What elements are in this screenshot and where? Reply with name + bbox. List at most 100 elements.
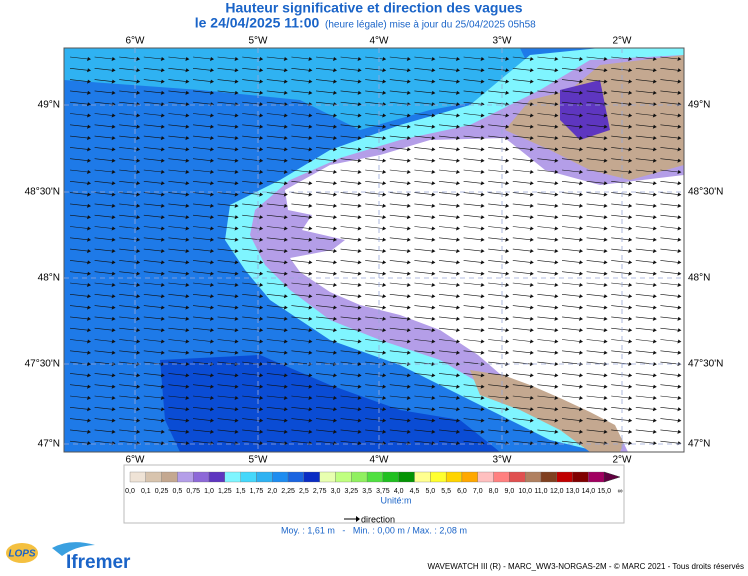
- legend-label: 3,5: [362, 488, 372, 495]
- arrow: [660, 214, 679, 218]
- arrow-head: [529, 418, 534, 423]
- legend-swatch: [398, 471, 415, 483]
- arrow-head: [554, 192, 559, 197]
- arrow: [586, 260, 605, 263]
- arrow: [660, 124, 679, 128]
- arrow-head: [480, 158, 485, 163]
- arrow: [365, 373, 384, 376]
- arrow-head: [357, 260, 362, 265]
- arrow: [389, 181, 408, 184]
- arrow: [438, 90, 458, 94]
- arrow: [635, 327, 654, 331]
- arrow: [635, 350, 654, 354]
- arrow-head: [308, 113, 313, 118]
- arrow-head: [529, 203, 534, 208]
- arrow: [389, 68, 408, 71]
- arrow: [242, 316, 261, 320]
- arrow-head: [283, 396, 288, 400]
- arrow: [561, 90, 581, 94]
- legend-swatch: [477, 471, 494, 483]
- arrow-head: [406, 57, 411, 61]
- arrow-head: [554, 396, 559, 400]
- arrow: [414, 350, 433, 354]
- arrow: [94, 226, 113, 229]
- arrow: [488, 361, 507, 365]
- arrow: [611, 407, 630, 410]
- arrow: [660, 305, 679, 308]
- arrow-head: [480, 192, 485, 197]
- arrow: [242, 384, 261, 387]
- arrow: [389, 440, 408, 444]
- arrow: [463, 316, 482, 320]
- arrow: [611, 192, 630, 195]
- arrow: [561, 305, 581, 308]
- arrow: [488, 237, 507, 241]
- arrow: [512, 192, 531, 195]
- arrow: [217, 113, 236, 116]
- arrow: [537, 327, 556, 331]
- arrow: [488, 384, 507, 387]
- arrow-head: [579, 113, 583, 118]
- arrow-head: [259, 283, 264, 287]
- arrow: [168, 79, 187, 82]
- arrow-head: [87, 136, 91, 141]
- arrow-head: [308, 68, 313, 73]
- arrow: [365, 56, 384, 60]
- arrow-head: [406, 305, 411, 310]
- legend-swatch: [525, 471, 542, 483]
- arrow: [561, 271, 581, 274]
- arrow: [143, 407, 162, 410]
- arrow-head: [456, 384, 460, 389]
- arrow-head: [628, 305, 633, 310]
- legend-swatch: [540, 471, 557, 483]
- arrow-head: [111, 113, 116, 118]
- arrow: [94, 327, 113, 331]
- arrow: [512, 384, 531, 387]
- arrow: [340, 203, 359, 207]
- arrow: [414, 271, 433, 274]
- arrow-head: [431, 136, 436, 141]
- date: le 24/04/2025 11:00: [195, 15, 320, 31]
- arrow: [340, 56, 359, 60]
- arrow-head: [210, 407, 214, 412]
- arrow-head: [603, 79, 608, 84]
- arrow: [94, 282, 113, 286]
- arrow-head: [333, 305, 337, 310]
- arrow: [291, 124, 310, 128]
- arrow: [340, 169, 359, 173]
- arrow-head: [554, 429, 559, 434]
- arrow-head: [579, 396, 583, 400]
- arrow: [365, 113, 384, 116]
- arrow-head: [210, 305, 214, 310]
- arrow-head: [677, 373, 682, 378]
- arrow-head: [111, 181, 116, 186]
- arrow-head: [529, 362, 534, 367]
- arrow: [389, 248, 408, 252]
- arrow-head: [529, 90, 534, 95]
- arrow-head: [628, 350, 633, 355]
- arrow: [340, 418, 359, 421]
- arrow: [217, 350, 236, 354]
- arrow: [561, 79, 581, 82]
- legend-swatch: [177, 471, 194, 483]
- arrow-head: [603, 350, 608, 355]
- arrow: [660, 271, 679, 274]
- arrow: [119, 339, 138, 342]
- arrow-head: [456, 215, 460, 220]
- arrow-head: [406, 136, 411, 141]
- arrow-head: [111, 170, 116, 174]
- arrow: [414, 90, 433, 94]
- arrow-head: [283, 170, 288, 174]
- arrow: [438, 305, 458, 308]
- arrow-head: [628, 441, 633, 446]
- arrow-head: [382, 226, 387, 231]
- arrow: [438, 248, 458, 252]
- lon-label: 5°W: [249, 455, 269, 466]
- legend-swatch: [193, 471, 210, 483]
- arrow-head: [136, 124, 141, 129]
- arrow-head: [160, 68, 165, 73]
- arrow-head: [406, 328, 411, 333]
- arrow-head: [382, 237, 387, 242]
- arrow-head: [357, 237, 362, 242]
- arrow: [660, 384, 679, 387]
